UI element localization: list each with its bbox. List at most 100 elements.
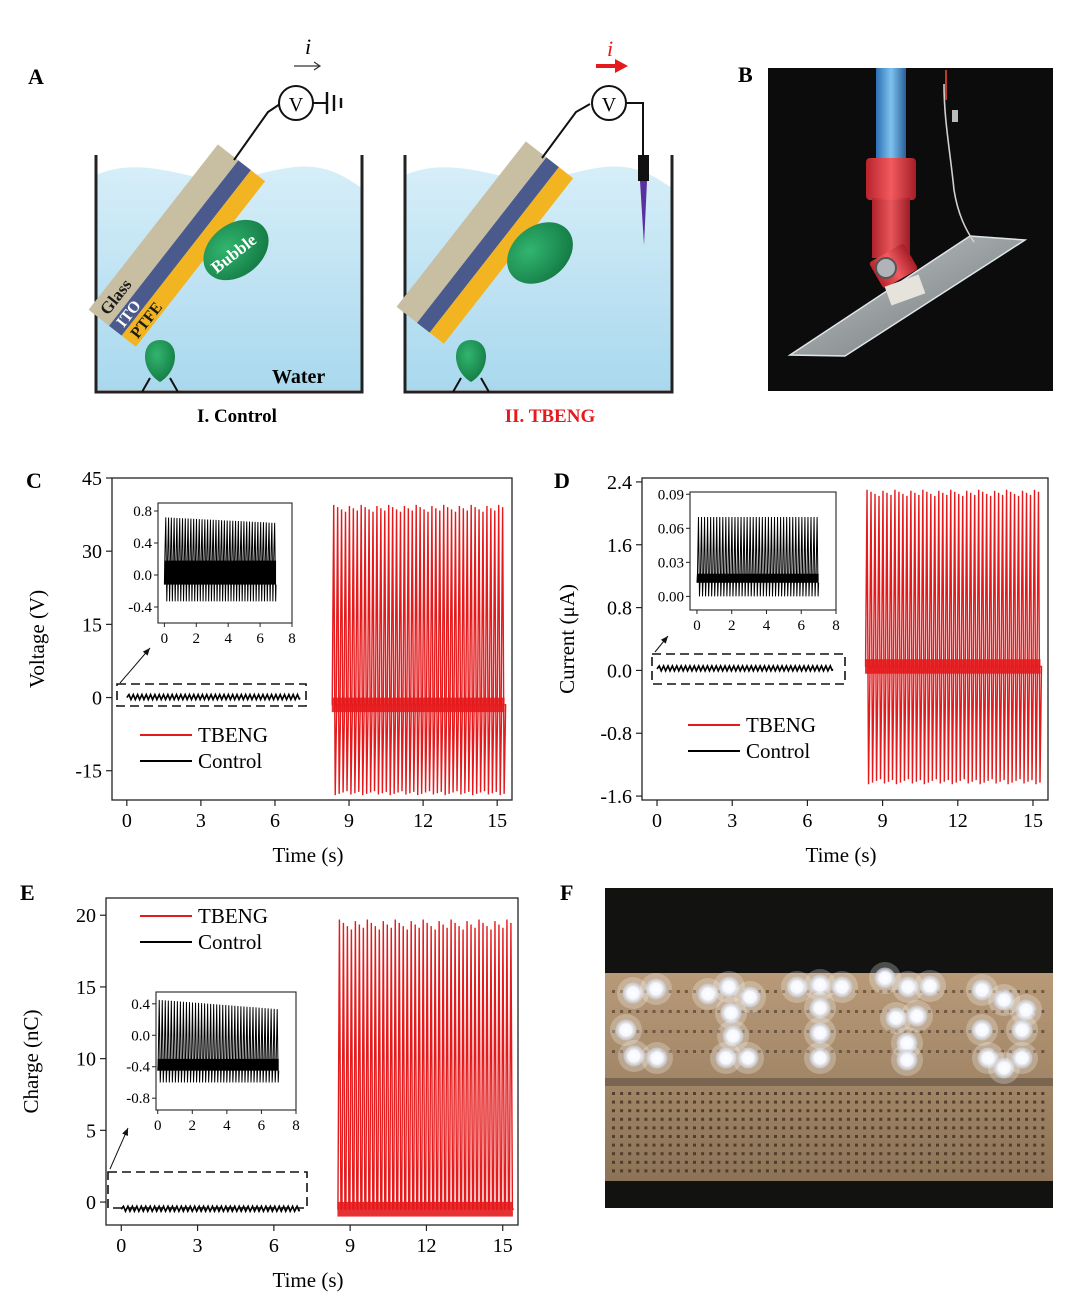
breadboard-hole <box>676 1152 680 1156</box>
breadboard-hole <box>741 1030 745 1033</box>
breadboard-hole <box>822 1109 826 1113</box>
legend-label-control: Control <box>198 930 262 954</box>
inset-x-tick-label: 0 <box>161 631 169 647</box>
x-tick-label: 6 <box>269 1235 279 1257</box>
breadboard-hole <box>976 1092 980 1095</box>
led-light <box>809 974 831 996</box>
inset-x-tick-label: 2 <box>728 618 736 634</box>
breadboard-hole <box>806 1092 810 1095</box>
breadboard-hole <box>806 1050 810 1053</box>
breadboard-hole <box>871 990 875 993</box>
breadboard-hole <box>830 1152 834 1156</box>
breadboard-hole <box>992 1100 996 1104</box>
breadboard-hole <box>879 1143 883 1147</box>
breadboard-hole <box>968 1010 972 1013</box>
breadboard-hole <box>717 1160 721 1164</box>
breadboard-hole <box>855 1143 858 1147</box>
inset-y-tick-label: 0.0 <box>131 1028 150 1044</box>
breadboard-hole <box>822 1126 826 1130</box>
breadboard-hole <box>846 1126 850 1130</box>
inset-x-tick-label: 6 <box>797 618 805 634</box>
breadboard-hole <box>968 1160 972 1164</box>
breadboard-hole <box>830 1117 834 1121</box>
breadboard-hole <box>992 1135 996 1138</box>
breadboard-hole <box>701 1050 705 1053</box>
device-stack: Glass ITO PTFE <box>88 144 266 347</box>
breadboard-hole <box>1000 1143 1004 1147</box>
breadboard-hole <box>693 1152 696 1156</box>
legend-label-control: Control <box>746 739 810 763</box>
breadboard-hole <box>741 1143 745 1147</box>
breadboard-hole <box>757 1160 761 1164</box>
breadboard-hole <box>652 1143 656 1147</box>
breadboard-hole <box>798 1109 802 1113</box>
breadboard-hole <box>984 1143 988 1147</box>
lead-wire <box>943 83 975 243</box>
breadboard-hole <box>628 1010 632 1013</box>
breadboard-hole <box>838 1143 842 1147</box>
breadboard-hole <box>855 1109 858 1113</box>
red-connector <box>866 158 916 200</box>
breadboard-hole <box>992 1030 996 1033</box>
breadboard-hole <box>1008 1117 1012 1121</box>
led-light <box>739 986 761 1008</box>
led-light <box>809 1022 831 1044</box>
breadboard-hole <box>960 1030 964 1033</box>
breadboard-hole <box>660 1100 664 1104</box>
breadboard-hole <box>620 990 624 993</box>
breadboard-hole <box>701 1135 705 1138</box>
breadboard-hole <box>911 1160 915 1164</box>
led-light <box>718 976 740 998</box>
breadboard-hole <box>782 1143 786 1147</box>
breadboard-hole <box>960 1050 964 1053</box>
breadboard-hole <box>814 1100 818 1104</box>
breadboard-hole <box>927 1117 931 1121</box>
breadboard-hole <box>887 1050 891 1053</box>
breadboard-hole <box>717 1010 721 1013</box>
y-tick-label: -1.6 <box>600 786 632 808</box>
breadboard-hole <box>749 1169 753 1173</box>
breadboard-hole <box>774 1030 777 1033</box>
panel-letter-e: E <box>20 880 35 905</box>
breadboard-hole <box>757 1109 761 1113</box>
breadboard-hole <box>693 1100 696 1104</box>
x-axis-title: Time (s) <box>806 843 877 867</box>
breadboard-hole <box>984 1135 988 1138</box>
breadboard-hole <box>871 1092 875 1095</box>
breadboard-hole <box>1000 1030 1004 1033</box>
breadboard-hole <box>612 1109 615 1113</box>
breadboard-hole <box>863 1135 867 1138</box>
x-tick-label: 15 <box>487 810 507 832</box>
breadboard-hole <box>895 1117 899 1121</box>
breadboard-hole <box>936 1050 939 1053</box>
breadboard-hole <box>855 1152 858 1156</box>
ptfe-layer <box>121 170 266 347</box>
breadboard-hole <box>976 1100 980 1104</box>
breadboard-hole <box>887 1109 891 1113</box>
breadboard-hole <box>838 1117 842 1121</box>
breadboard-hole <box>717 1030 721 1033</box>
breadboard-hole <box>709 1152 713 1156</box>
breadboard-hole <box>887 1100 891 1104</box>
breadboard-hole <box>984 1169 988 1173</box>
breadboard-hole <box>790 1152 794 1156</box>
breadboard-hole <box>952 1100 956 1104</box>
breadboard-hole <box>652 1126 656 1130</box>
led-light <box>1015 999 1037 1021</box>
breadboard-hole <box>936 1126 939 1130</box>
breadboard-hole <box>846 1135 850 1138</box>
inset-x-tick-label: 4 <box>763 618 771 634</box>
breadboard-hole <box>944 1092 948 1095</box>
breadboard-hole <box>1000 1135 1004 1138</box>
inset-y-tick-label: 0.03 <box>658 555 684 571</box>
breadboard-hole <box>765 1160 769 1164</box>
breadboard-hole <box>676 1143 680 1147</box>
breadboard-hole <box>984 1117 988 1121</box>
gas-tube <box>876 68 906 168</box>
breadboard-hole <box>944 1126 948 1130</box>
breadboard-hole <box>676 1092 680 1095</box>
led-light <box>885 1007 907 1029</box>
breadboard-hole <box>855 1050 858 1053</box>
breadboard-hole <box>936 1010 939 1013</box>
